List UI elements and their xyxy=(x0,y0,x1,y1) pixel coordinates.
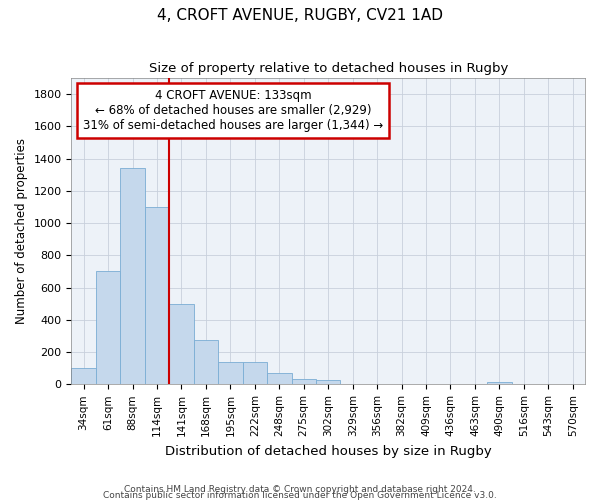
Bar xyxy=(194,340,218,384)
Bar xyxy=(121,168,145,384)
Bar xyxy=(316,380,340,384)
Text: 4 CROFT AVENUE: 133sqm
← 68% of detached houses are smaller (2,929)
31% of semi-: 4 CROFT AVENUE: 133sqm ← 68% of detached… xyxy=(83,89,383,132)
Text: 4, CROFT AVENUE, RUGBY, CV21 1AD: 4, CROFT AVENUE, RUGBY, CV21 1AD xyxy=(157,8,443,22)
Bar xyxy=(218,362,242,384)
Bar xyxy=(145,207,169,384)
Bar xyxy=(96,272,121,384)
Bar xyxy=(487,382,512,384)
Bar xyxy=(169,304,194,384)
Title: Size of property relative to detached houses in Rugby: Size of property relative to detached ho… xyxy=(149,62,508,76)
Text: Contains HM Land Registry data © Crown copyright and database right 2024.: Contains HM Land Registry data © Crown c… xyxy=(124,485,476,494)
Text: Contains public sector information licensed under the Open Government Licence v3: Contains public sector information licen… xyxy=(103,490,497,500)
X-axis label: Distribution of detached houses by size in Rugby: Distribution of detached houses by size … xyxy=(165,444,491,458)
Bar xyxy=(242,362,267,384)
Bar xyxy=(267,373,292,384)
Bar xyxy=(71,368,96,384)
Y-axis label: Number of detached properties: Number of detached properties xyxy=(15,138,28,324)
Bar xyxy=(292,378,316,384)
